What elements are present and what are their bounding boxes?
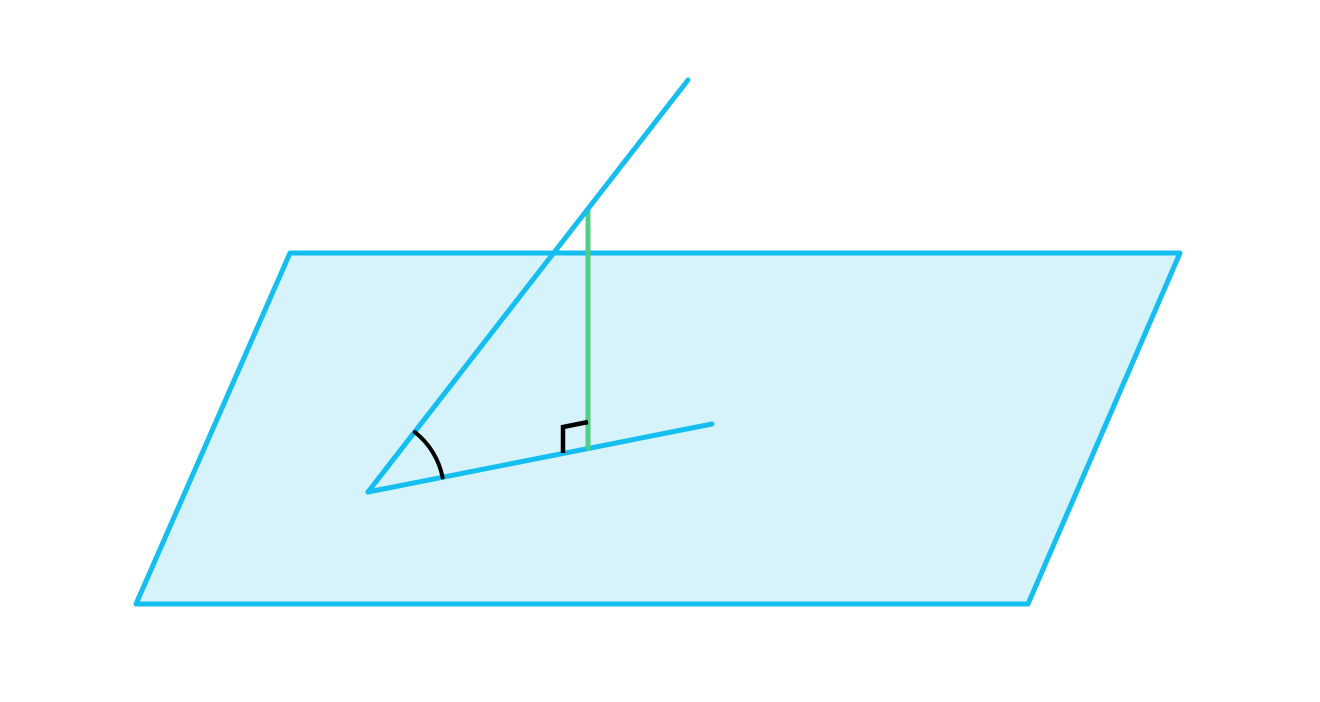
geometry-diagram — [0, 0, 1320, 702]
plane — [136, 253, 1180, 604]
